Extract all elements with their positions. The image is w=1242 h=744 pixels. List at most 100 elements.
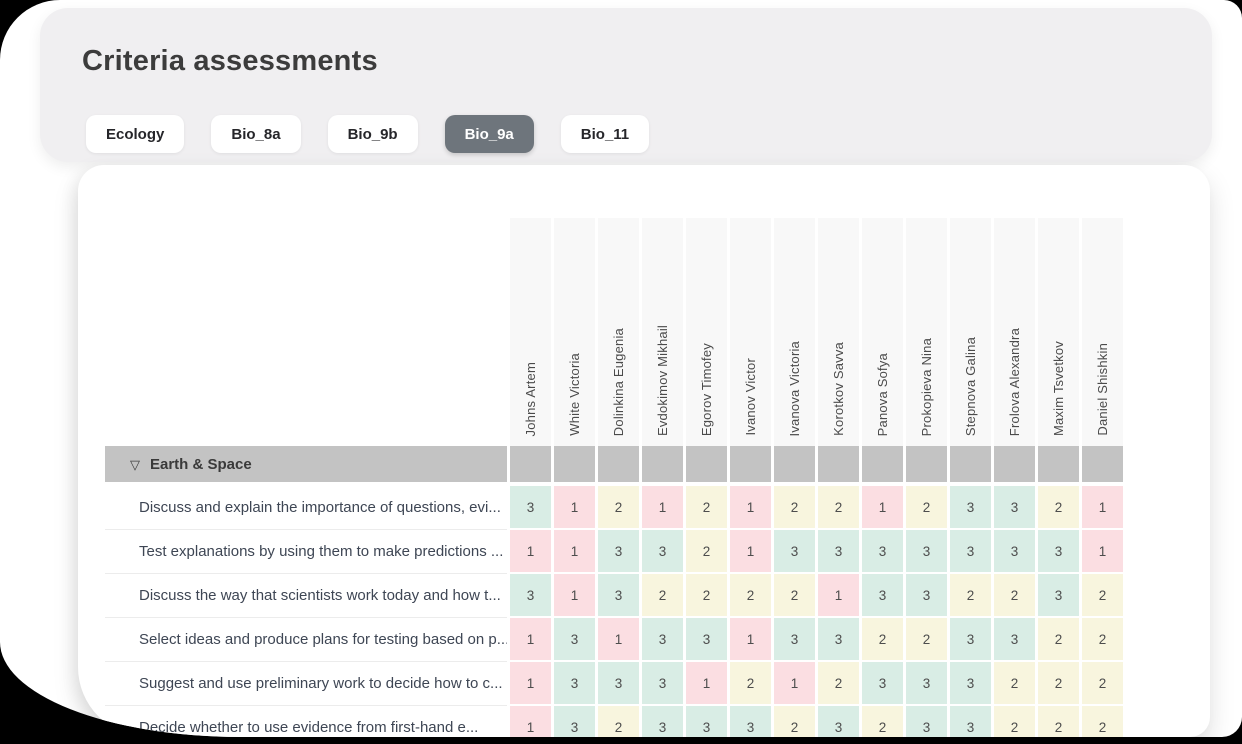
score-cell[interactable]: 3 — [686, 618, 727, 662]
score-cell[interactable]: 3 — [906, 574, 947, 618]
score-cell[interactable]: 1 — [1082, 530, 1123, 574]
score-cell[interactable]: 2 — [906, 618, 947, 662]
score-cell[interactable]: 2 — [1082, 662, 1123, 706]
score-cell[interactable]: 3 — [510, 486, 551, 530]
score-cell[interactable]: 3 — [598, 662, 639, 706]
score-cell[interactable]: 3 — [1038, 574, 1079, 618]
score-cell[interactable]: 2 — [1038, 662, 1079, 706]
score-cell[interactable]: 3 — [862, 574, 903, 618]
score-cell[interactable]: 2 — [774, 574, 815, 618]
score-cell[interactable]: 1 — [554, 530, 595, 574]
score-cell[interactable]: 3 — [686, 706, 727, 737]
score-cell[interactable]: 3 — [510, 574, 551, 618]
score-cell[interactable]: 2 — [1082, 706, 1123, 737]
score-cell[interactable]: 3 — [1038, 530, 1079, 574]
score-cell[interactable]: 3 — [950, 706, 991, 737]
score-cell[interactable]: 3 — [818, 530, 859, 574]
score-cell[interactable]: 2 — [1082, 574, 1123, 618]
score-cell[interactable]: 3 — [642, 618, 683, 662]
grid-corner-spacer — [105, 218, 507, 446]
score-cell[interactable]: 3 — [554, 618, 595, 662]
tab-bio_8a[interactable]: Bio_8a — [211, 115, 301, 153]
score-cell[interactable]: 3 — [862, 662, 903, 706]
section-header-earth-and-space[interactable]: ▽ Earth & Space — [105, 446, 507, 482]
tab-bio_9a[interactable]: Bio_9a — [444, 115, 534, 153]
score-cell[interactable]: 2 — [730, 574, 771, 618]
score-cell[interactable]: 1 — [598, 618, 639, 662]
score-cell[interactable]: 3 — [554, 662, 595, 706]
score-cell[interactable]: 3 — [774, 618, 815, 662]
score-cell[interactable]: 3 — [994, 530, 1035, 574]
score-cell[interactable]: 1 — [774, 662, 815, 706]
score-cell[interactable]: 3 — [730, 706, 771, 737]
score-cell[interactable]: 3 — [554, 706, 595, 737]
score-cell[interactable]: 2 — [994, 574, 1035, 618]
score-cell[interactable]: 2 — [950, 574, 991, 618]
collapse-triangle-icon[interactable]: ▽ — [130, 456, 140, 472]
tab-bio_11[interactable]: Bio_11 — [560, 115, 650, 153]
score-cell[interactable]: 1 — [554, 486, 595, 530]
student-name: Ivanov Victor — [743, 358, 758, 436]
score-cell[interactable]: 2 — [686, 486, 727, 530]
score-cell[interactable]: 1 — [510, 618, 551, 662]
score-cell[interactable]: 3 — [818, 618, 859, 662]
score-cell[interactable]: 2 — [994, 706, 1035, 737]
score-cell[interactable]: 3 — [642, 662, 683, 706]
score-cell[interactable]: 2 — [686, 530, 727, 574]
score-cell[interactable]: 2 — [598, 486, 639, 530]
student-column-header: Prokopieva Nina — [906, 218, 947, 446]
score-cell[interactable]: 2 — [906, 486, 947, 530]
score-cell[interactable]: 1 — [510, 706, 551, 737]
score-cell[interactable]: 3 — [774, 530, 815, 574]
score-cell[interactable]: 1 — [818, 574, 859, 618]
score-cell[interactable]: 3 — [906, 662, 947, 706]
tab-ecology[interactable]: Ecology — [86, 115, 185, 153]
score-cell[interactable]: 1 — [686, 662, 727, 706]
score-cell[interactable]: 2 — [774, 706, 815, 737]
score-cell[interactable]: 2 — [994, 662, 1035, 706]
score-cell[interactable]: 3 — [994, 618, 1035, 662]
score-cell[interactable]: 3 — [818, 706, 859, 737]
score-cell[interactable]: 3 — [906, 706, 947, 737]
score-cell[interactable]: 3 — [950, 530, 991, 574]
score-cell[interactable]: 3 — [598, 574, 639, 618]
score-cell[interactable]: 2 — [1038, 486, 1079, 530]
score-cell[interactable]: 1 — [730, 618, 771, 662]
score-cell[interactable]: 2 — [1038, 618, 1079, 662]
score-cell[interactable]: 1 — [510, 662, 551, 706]
score-cell[interactable]: 3 — [994, 486, 1035, 530]
score-cell[interactable]: 1 — [862, 486, 903, 530]
score-cell[interactable]: 2 — [818, 662, 859, 706]
student-column-header: Evdokimov Mikhail — [642, 218, 683, 446]
score-cell[interactable]: 2 — [686, 574, 727, 618]
score-cell[interactable]: 2 — [1082, 618, 1123, 662]
score-cell[interactable]: 1 — [642, 486, 683, 530]
score-cell[interactable]: 2 — [774, 486, 815, 530]
criterion-label: Decide whether to use evidence from firs… — [105, 706, 507, 737]
tab-bio_9b[interactable]: Bio_9b — [327, 115, 418, 153]
score-cell[interactable]: 1 — [730, 486, 771, 530]
score-cell[interactable]: 2 — [642, 574, 683, 618]
score-cell[interactable]: 1 — [510, 530, 551, 574]
score-cell[interactable]: 1 — [554, 574, 595, 618]
score-cell[interactable]: 3 — [950, 618, 991, 662]
student-name: White Victoria — [567, 353, 582, 436]
score-cell[interactable]: 3 — [906, 530, 947, 574]
score-cell[interactable]: 2 — [818, 486, 859, 530]
score-cell[interactable]: 3 — [642, 530, 683, 574]
score-cell[interactable]: 1 — [730, 530, 771, 574]
score-cell[interactable]: 3 — [598, 530, 639, 574]
score-cell[interactable]: 2 — [1038, 706, 1079, 737]
score-cell[interactable]: 2 — [730, 662, 771, 706]
student-column-header: Panova Sofya — [862, 218, 903, 446]
score-cell[interactable]: 2 — [862, 618, 903, 662]
score-cell[interactable]: 3 — [642, 706, 683, 737]
score-cell[interactable]: 2 — [598, 706, 639, 737]
score-cell[interactable]: 1 — [1082, 486, 1123, 530]
section-band-cell — [510, 446, 551, 482]
criterion-label: Test explanations by using them to make … — [105, 530, 507, 574]
score-cell[interactable]: 2 — [862, 706, 903, 737]
score-cell[interactable]: 3 — [950, 662, 991, 706]
score-cell[interactable]: 3 — [950, 486, 991, 530]
score-cell[interactable]: 3 — [862, 530, 903, 574]
